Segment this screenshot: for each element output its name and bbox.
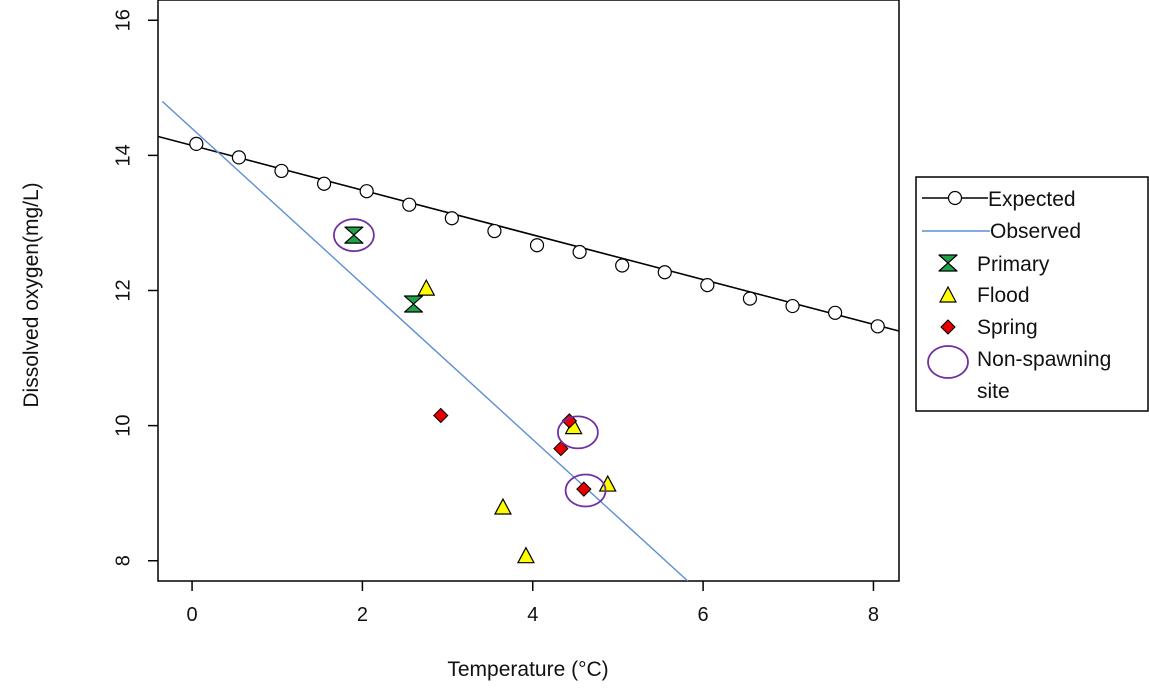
non-spawning-site-point-0: [332, 218, 375, 253]
legend-label-expected: Expected: [988, 188, 1076, 211]
expected-point-15: [828, 305, 843, 320]
flood-point-3: [493, 497, 512, 515]
series-primary: [344, 226, 424, 313]
legend-primary-icon: [938, 254, 958, 272]
expected-point-1: [231, 150, 247, 165]
legend-label-flood: Flood: [977, 284, 1030, 307]
observed-line: [161, 100, 689, 581]
x-axis: 0 2 4 6 8: [187, 581, 879, 626]
spring-point-2: [553, 440, 569, 457]
series-spring: [433, 407, 592, 497]
expected-point-5: [402, 197, 417, 212]
expected-point-0: [189, 136, 204, 151]
expected-point-8: [529, 238, 545, 253]
x-tick-label: 0: [187, 604, 198, 626]
legend-label-observed: Observed: [990, 220, 1081, 243]
legend-spring-icon: [940, 319, 956, 335]
expected-point-10: [615, 258, 630, 273]
spring-point-1: [561, 413, 578, 429]
non-spawning-site-point-1: [557, 415, 599, 450]
legend-symbols: [922, 190, 990, 379]
x-tick-label: 6: [698, 604, 709, 626]
series-flood: [417, 278, 617, 564]
y-tick-label: 10: [112, 414, 134, 436]
primary-point-0: [344, 226, 364, 244]
expected-point-14: [785, 298, 800, 314]
legend-non-spawning-icon: [927, 345, 969, 379]
non-spawning-site-point-2: [564, 473, 607, 508]
expected-point-7: [487, 223, 502, 239]
x-tick-label: 8: [868, 604, 879, 626]
x-tick-label: 2: [357, 604, 368, 626]
legend-label-spring: Spring: [977, 316, 1038, 339]
plot-frame: [157, 0, 900, 582]
series-observed: [161, 100, 689, 581]
y-axis: 8 10 12 14 16: [112, 9, 158, 566]
legend-label-non-spawning: Non-spawning: [977, 348, 1111, 371]
expected-point-11: [657, 265, 672, 280]
expected-point-9: [572, 244, 587, 260]
expected-point-2: [274, 163, 289, 179]
primary-point-1: [403, 295, 424, 313]
legend: Expected Observed Primary Flood Spring N…: [915, 176, 1149, 412]
flood-point-0: [417, 278, 436, 296]
legend-box: [915, 176, 1149, 412]
expected-point-6: [444, 211, 459, 226]
x-axis-title: Temperature (°C): [447, 658, 608, 681]
expected-point-16: [870, 319, 885, 334]
flood-point-4: [516, 546, 535, 564]
y-tick-label: 14: [112, 144, 134, 166]
expected-point-13: [742, 291, 758, 306]
expected-point-12: [700, 277, 715, 293]
series-non-spawning-site: [332, 218, 607, 508]
y-tick-label: 8: [112, 555, 134, 566]
legend-flood-icon: [939, 285, 957, 303]
y-axis-title: Dissolved oxygen(mg/L): [20, 182, 43, 407]
series-layer: [158, 100, 899, 581]
spring-point-0: [433, 407, 449, 424]
y-tick-label: 12: [112, 279, 134, 301]
spring-point-3: [576, 481, 592, 497]
legend-label-site: site: [977, 380, 1010, 403]
y-tick-label: 16: [112, 9, 134, 31]
expected-point-3: [316, 176, 332, 191]
x-tick-label: 4: [527, 604, 538, 626]
series-expected: [158, 135, 899, 334]
legend-label-primary: Primary: [977, 253, 1050, 276]
legend-expected-point: [947, 190, 963, 206]
flood-point-2: [598, 474, 617, 492]
expected-point-4: [359, 184, 374, 199]
